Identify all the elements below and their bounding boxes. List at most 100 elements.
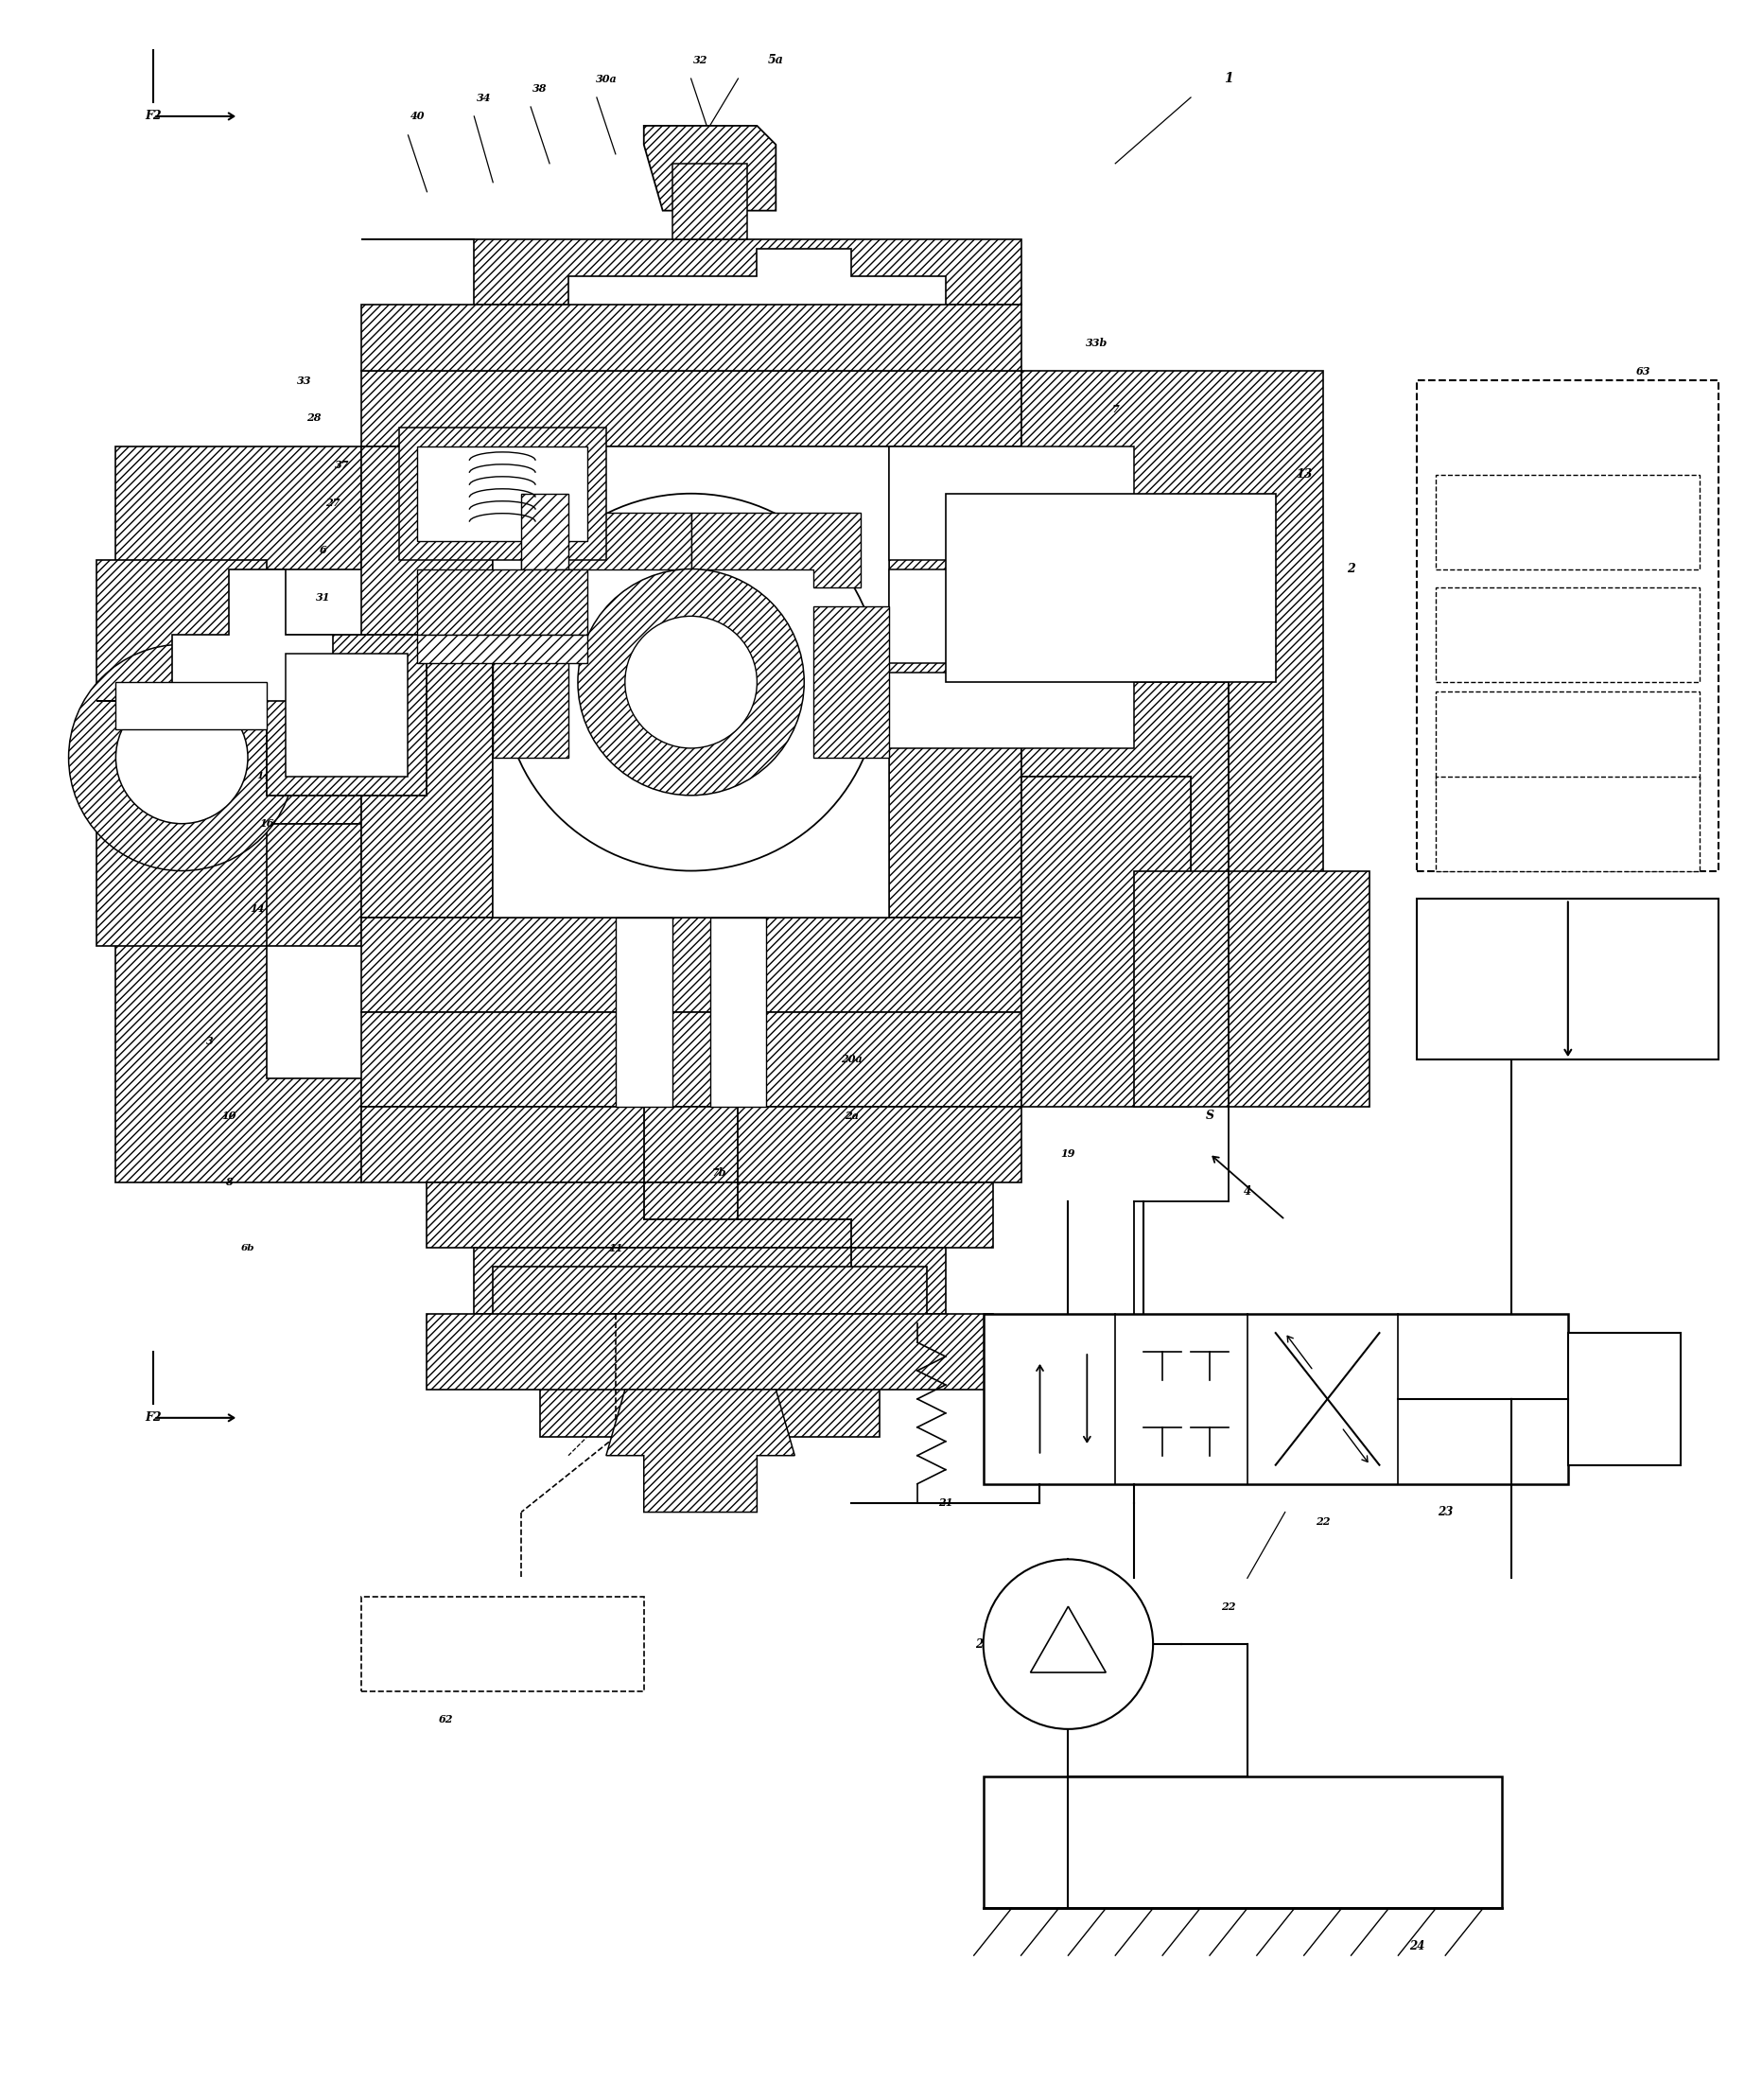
Polygon shape (361, 447, 493, 918)
Polygon shape (116, 447, 361, 823)
Text: 26: 26 (1635, 968, 1651, 981)
Text: 24: 24 (1410, 1940, 1425, 1953)
Polygon shape (418, 569, 587, 634)
Text: 21: 21 (937, 1497, 953, 1508)
Text: 7a: 7a (1052, 630, 1066, 640)
Polygon shape (361, 1012, 1020, 1107)
Text: 13: 13 (1295, 468, 1313, 481)
Polygon shape (266, 634, 426, 796)
Text: 22: 22 (1316, 1516, 1330, 1527)
Text: 10: 10 (222, 1111, 236, 1121)
Text: 31: 31 (315, 592, 331, 603)
Text: 30a: 30a (596, 74, 617, 84)
Polygon shape (116, 823, 361, 1182)
Text: 6: 6 (319, 544, 328, 554)
Text: 19: 19 (1061, 1149, 1075, 1159)
Polygon shape (615, 918, 671, 1107)
Text: 40: 40 (411, 111, 425, 122)
Circle shape (626, 615, 758, 748)
Circle shape (116, 691, 248, 823)
Polygon shape (983, 1315, 1568, 1485)
Text: 4: 4 (1244, 1184, 1251, 1197)
Text: 14: 14 (250, 903, 264, 914)
Text: 33b: 33b (1085, 338, 1108, 349)
Text: 25: 25 (976, 1638, 990, 1651)
Text: 7b: 7b (712, 1168, 726, 1178)
Bar (1436, 691, 1700, 785)
Polygon shape (398, 428, 606, 559)
Polygon shape (1020, 372, 1323, 918)
Polygon shape (710, 918, 766, 1107)
Text: 16: 16 (259, 819, 273, 830)
Polygon shape (426, 1315, 992, 1390)
Polygon shape (606, 1390, 795, 1512)
Text: 22: 22 (1221, 1600, 1235, 1611)
Text: 27: 27 (326, 498, 340, 508)
Text: 20b: 20b (689, 1300, 712, 1310)
Polygon shape (361, 1107, 1020, 1182)
Polygon shape (285, 653, 409, 777)
Text: 30: 30 (1061, 563, 1075, 573)
Circle shape (69, 645, 294, 872)
Polygon shape (541, 1315, 879, 1436)
Text: 11: 11 (608, 1243, 624, 1254)
Text: 32: 32 (692, 55, 708, 65)
Circle shape (578, 569, 803, 796)
Polygon shape (1020, 777, 1191, 1107)
Polygon shape (691, 512, 860, 588)
Polygon shape (361, 304, 1020, 372)
Text: 62: 62 (439, 1714, 453, 1724)
Text: 2a: 2a (844, 1111, 858, 1121)
Text: 37: 37 (335, 460, 349, 470)
Text: 33: 33 (298, 376, 312, 386)
Text: 67: 67 (1637, 827, 1651, 838)
Bar (361, 1596, 643, 1691)
Polygon shape (361, 918, 1020, 1012)
Text: F2: F2 (144, 1411, 162, 1424)
Polygon shape (361, 239, 1020, 304)
Polygon shape (983, 1777, 1501, 1909)
Text: 20: 20 (900, 1357, 914, 1367)
Polygon shape (418, 447, 587, 540)
Polygon shape (97, 804, 266, 947)
Text: 19a: 19a (1170, 517, 1193, 527)
Text: 20a: 20a (840, 1054, 862, 1065)
Polygon shape (1135, 872, 1369, 1107)
Text: 7: 7 (1112, 403, 1119, 414)
Polygon shape (890, 672, 1135, 748)
Text: 34: 34 (476, 92, 492, 103)
Text: 28: 28 (307, 414, 321, 424)
Text: 19b: 19b (1057, 489, 1078, 500)
Polygon shape (890, 569, 1135, 664)
Polygon shape (361, 372, 1020, 447)
Polygon shape (890, 447, 1020, 918)
Bar (1436, 588, 1700, 682)
Bar (1417, 380, 1718, 872)
Text: 65: 65 (1637, 630, 1651, 640)
Text: 6b: 6b (241, 1243, 255, 1252)
Polygon shape (97, 569, 333, 701)
Text: F2: F2 (144, 109, 162, 122)
Polygon shape (1568, 1334, 1681, 1466)
Text: 5a: 5a (768, 55, 784, 65)
Polygon shape (522, 493, 569, 569)
Polygon shape (946, 493, 1276, 682)
Polygon shape (97, 559, 266, 701)
Polygon shape (522, 512, 691, 588)
Text: 29: 29 (307, 638, 321, 649)
Text: 38: 38 (532, 82, 548, 92)
Text: 61: 61 (636, 1394, 652, 1405)
Bar (1436, 777, 1700, 872)
Text: 64: 64 (1637, 517, 1651, 527)
Polygon shape (418, 634, 587, 664)
Circle shape (983, 1560, 1152, 1728)
Text: 8: 8 (226, 1176, 233, 1186)
Polygon shape (1417, 899, 1718, 1058)
Polygon shape (97, 701, 266, 804)
Polygon shape (493, 607, 569, 758)
Text: 23: 23 (1438, 1506, 1454, 1518)
Circle shape (502, 493, 879, 872)
Polygon shape (814, 607, 890, 758)
Polygon shape (426, 1182, 992, 1247)
Polygon shape (474, 1247, 946, 1315)
